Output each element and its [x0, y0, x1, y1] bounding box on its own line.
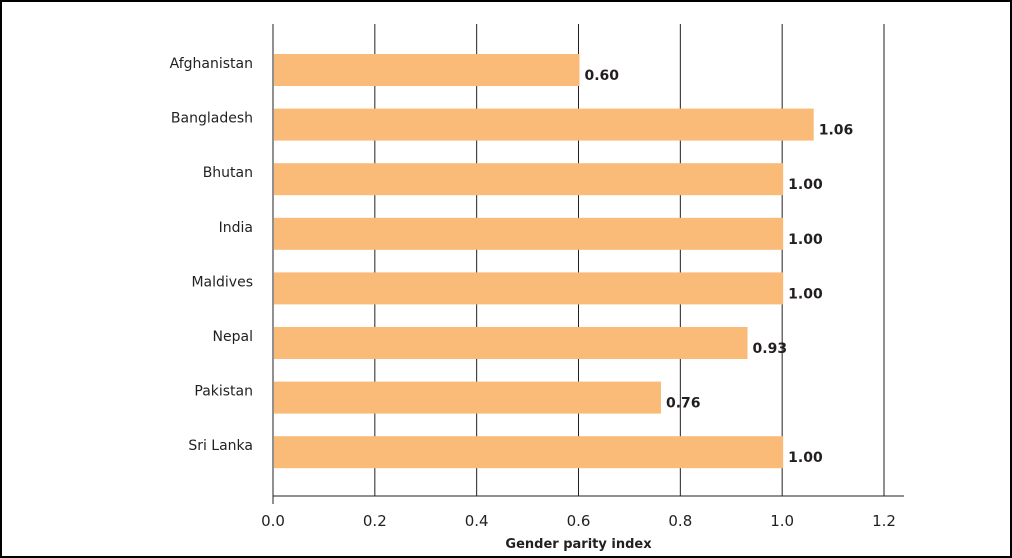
- data-label: 1.06: [819, 123, 854, 139]
- x-tick-label: 0.6: [567, 512, 591, 530]
- data-label: 1.00: [788, 286, 823, 302]
- bar: [274, 436, 784, 469]
- data-label: 0.76: [666, 396, 701, 412]
- gridlines: [272, 24, 885, 504]
- bars: [274, 54, 814, 469]
- bar: [274, 54, 580, 86]
- category-label: Afghanistan: [170, 56, 253, 72]
- bar: [274, 108, 814, 141]
- bar: [274, 381, 661, 414]
- category-label: Maldives: [191, 274, 253, 290]
- category-label: Pakistan: [194, 384, 253, 400]
- x-tick-label: 0.4: [465, 512, 489, 530]
- category-label: Sri Lanka: [188, 438, 253, 454]
- category-label: Bhutan: [203, 165, 253, 181]
- category-label: India: [219, 220, 253, 236]
- x-tick-label: 0.0: [261, 512, 285, 530]
- data-label: 1.00: [788, 177, 823, 193]
- x-axis-title: Gender parity index: [505, 537, 652, 552]
- x-tick-label: 0.8: [668, 512, 692, 530]
- category-label: Bangladesh: [171, 111, 253, 127]
- bar: [274, 217, 784, 250]
- x-tick-label: 0.2: [363, 512, 387, 530]
- bar: [274, 272, 784, 305]
- category-label: Nepal: [213, 329, 253, 345]
- data-label: 1.00: [788, 450, 823, 466]
- data-label: 0.93: [753, 341, 788, 357]
- category-labels: Afghanistan Bangladesh Bhutan India Maldives…: [170, 56, 253, 454]
- x-tick-label: 1.2: [872, 512, 896, 530]
- x-tick-label: 1.0: [770, 512, 794, 530]
- data-label: 1.00: [788, 232, 823, 248]
- data-label: 0.60: [585, 68, 620, 84]
- bar: [274, 327, 748, 359]
- bar: [274, 163, 784, 196]
- x-tick-labels: 0.0 0.2 0.4 0.6 0.8 1.0 1.2: [261, 512, 896, 530]
- value-labels: 0.60 1.06 1.00 1.00 1.00 0.93 0.76 1.00: [585, 68, 854, 466]
